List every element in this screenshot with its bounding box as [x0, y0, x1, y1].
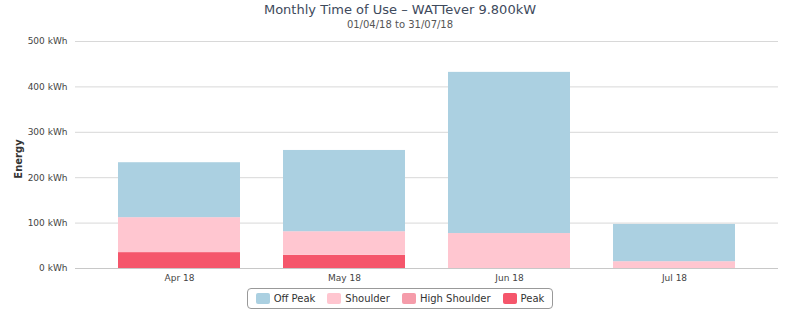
html-text:Monthly Time of Use – WATTever: Monthly Time of Use – WATTever 9.800kW: [264, 2, 536, 17]
html-text:Peak: Peak: [520, 293, 545, 304]
svg-text:200 kWh: 200 kWh: [28, 173, 68, 183]
html-text:High Shoulder: High Shoulder: [419, 293, 491, 304]
svg-text:100 kWh: 100 kWh: [28, 218, 68, 228]
svg-text:Apr 18: Apr 18: [165, 273, 195, 283]
html-text:Energy: Energy: [12, 139, 24, 179]
svg-text:Jul 18: Jul 18: [661, 273, 687, 283]
svg-text:May 18: May 18: [328, 273, 361, 283]
html-text:Shoulder: Shoulder: [345, 293, 390, 304]
svg-text:0 kWh: 0 kWh: [39, 263, 67, 273]
svg-text:300 kWh: 300 kWh: [28, 127, 68, 137]
html-text:Off Peak: Off Peak: [273, 293, 316, 304]
svg-text:Jun 18: Jun 18: [494, 273, 524, 283]
svg-text:500 kWh: 500 kWh: [28, 36, 68, 46]
svg-text:400 kWh: 400 kWh: [28, 82, 68, 92]
html-text:01/04/18 to 31/07/18: 01/04/18 to 31/07/18: [346, 19, 454, 30]
